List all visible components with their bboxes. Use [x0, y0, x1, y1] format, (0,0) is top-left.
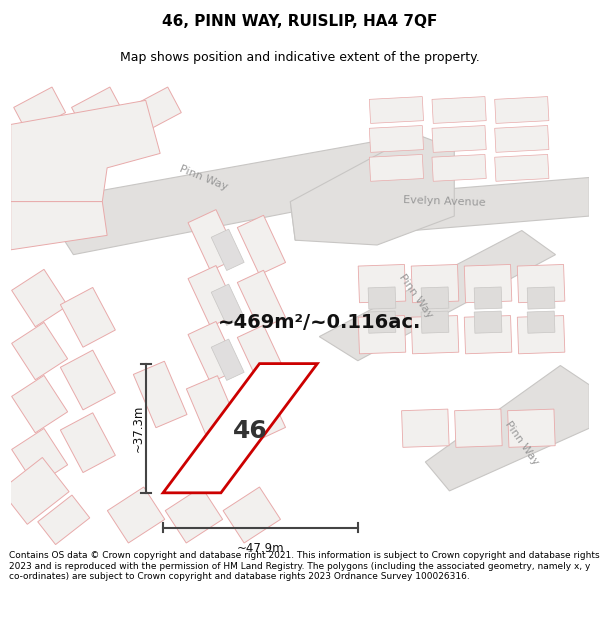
Text: Contains OS data © Crown copyright and database right 2021. This information is : Contains OS data © Crown copyright and d… — [9, 551, 599, 581]
Text: Pinn Way: Pinn Way — [397, 272, 434, 320]
Polygon shape — [421, 287, 449, 309]
Polygon shape — [1, 458, 69, 524]
Polygon shape — [71, 87, 124, 133]
Polygon shape — [11, 429, 68, 486]
Polygon shape — [188, 321, 238, 382]
Polygon shape — [61, 412, 115, 472]
Polygon shape — [432, 154, 486, 181]
Polygon shape — [517, 264, 565, 302]
Polygon shape — [130, 87, 181, 133]
Polygon shape — [401, 409, 449, 447]
Text: Evelyn Avenue: Evelyn Avenue — [403, 195, 486, 208]
Text: ~47.9m: ~47.9m — [236, 542, 284, 555]
Polygon shape — [40, 134, 445, 254]
Polygon shape — [425, 366, 589, 491]
Polygon shape — [61, 350, 115, 410]
Polygon shape — [188, 209, 238, 271]
Polygon shape — [421, 311, 449, 333]
Polygon shape — [527, 311, 555, 333]
Polygon shape — [455, 409, 502, 447]
Polygon shape — [319, 231, 556, 361]
Polygon shape — [432, 126, 486, 152]
Polygon shape — [188, 266, 238, 327]
Polygon shape — [211, 229, 244, 271]
Polygon shape — [223, 487, 280, 543]
Polygon shape — [370, 126, 424, 152]
Polygon shape — [38, 495, 90, 544]
Polygon shape — [358, 316, 406, 354]
Polygon shape — [474, 287, 502, 309]
Polygon shape — [165, 487, 223, 543]
Text: ~37.3m: ~37.3m — [131, 404, 145, 452]
Polygon shape — [11, 376, 68, 432]
Polygon shape — [368, 311, 396, 333]
Polygon shape — [211, 339, 244, 381]
Polygon shape — [11, 202, 107, 250]
Polygon shape — [290, 134, 454, 245]
Polygon shape — [432, 97, 486, 123]
Polygon shape — [11, 322, 68, 380]
Polygon shape — [464, 264, 512, 302]
Polygon shape — [11, 101, 160, 202]
Polygon shape — [368, 287, 396, 309]
Polygon shape — [163, 364, 317, 493]
Polygon shape — [411, 264, 459, 302]
Polygon shape — [188, 378, 238, 439]
Polygon shape — [464, 316, 512, 354]
Text: ~469m²/~0.116ac.: ~469m²/~0.116ac. — [218, 312, 421, 332]
Polygon shape — [107, 487, 165, 543]
Polygon shape — [494, 154, 549, 181]
Polygon shape — [211, 284, 244, 326]
Polygon shape — [494, 97, 549, 123]
Polygon shape — [11, 269, 68, 327]
Polygon shape — [508, 409, 555, 447]
Text: Pinn Way: Pinn Way — [178, 163, 229, 192]
Polygon shape — [238, 380, 286, 439]
Text: 46, PINN WAY, RUISLIP, HA4 7QF: 46, PINN WAY, RUISLIP, HA4 7QF — [163, 14, 437, 29]
Polygon shape — [358, 264, 406, 302]
Text: Pinn Way: Pinn Way — [503, 419, 541, 466]
Polygon shape — [370, 97, 424, 123]
Polygon shape — [370, 154, 424, 181]
Polygon shape — [290, 177, 589, 240]
Polygon shape — [14, 87, 65, 133]
Polygon shape — [411, 316, 459, 354]
Text: Map shows position and indicative extent of the property.: Map shows position and indicative extent… — [120, 51, 480, 64]
Polygon shape — [474, 311, 502, 333]
Polygon shape — [133, 361, 187, 428]
Polygon shape — [61, 288, 115, 348]
Text: 46: 46 — [232, 419, 267, 443]
Polygon shape — [517, 316, 565, 354]
Polygon shape — [238, 325, 286, 384]
Polygon shape — [527, 287, 555, 309]
Polygon shape — [187, 376, 240, 442]
Polygon shape — [238, 215, 286, 275]
Polygon shape — [238, 270, 286, 329]
Polygon shape — [494, 126, 549, 152]
